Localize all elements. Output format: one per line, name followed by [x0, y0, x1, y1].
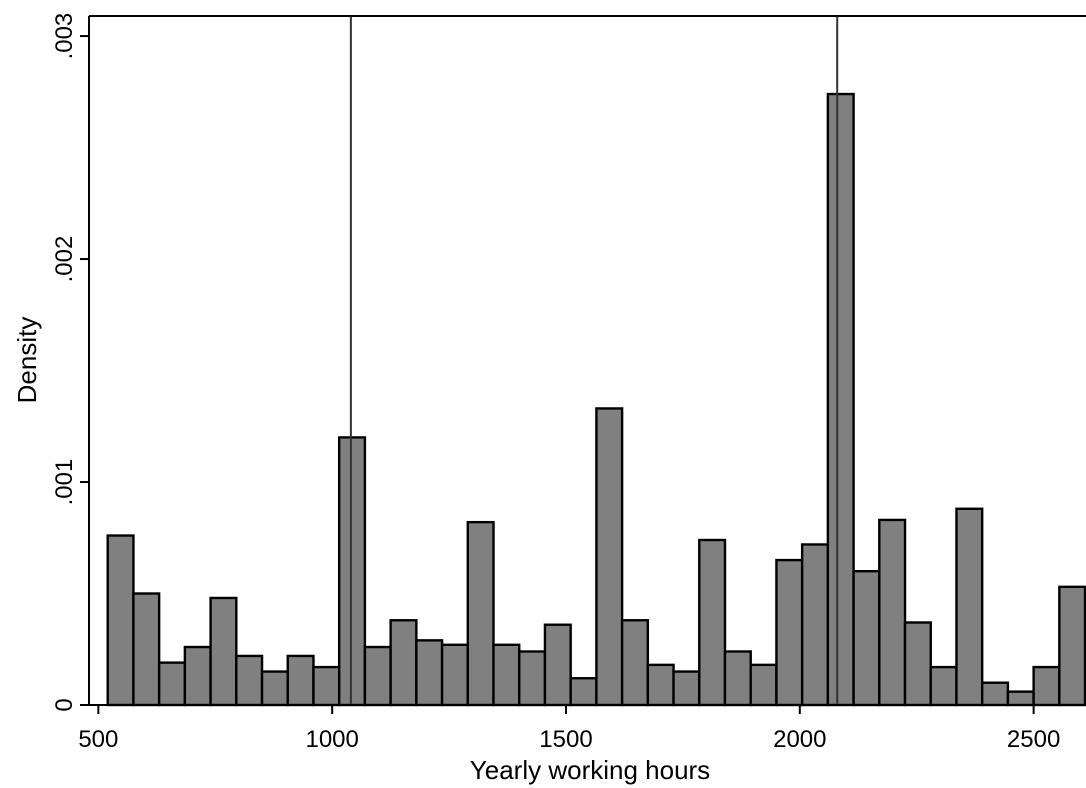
histogram-bar — [157, 661, 187, 707]
histogram-bar — [852, 570, 881, 707]
x-tick-label: 2500 — [1007, 726, 1060, 753]
y-tick-label: .003 — [51, 13, 78, 60]
histogram-bar — [800, 543, 830, 707]
x-axis: 500 1000 1500 2000 2500 — [78, 705, 1060, 753]
histogram-bar — [312, 665, 341, 707]
y-axis: 0 .001 .002 .003 — [51, 13, 89, 712]
histogram-bar — [132, 592, 161, 707]
x-tick-label: 1500 — [539, 726, 592, 753]
histogram-bar — [723, 650, 752, 707]
reference-lines-group — [349, 16, 839, 705]
histogram-bar — [363, 645, 392, 707]
histogram-bar — [646, 663, 675, 707]
histogram-bar — [235, 654, 264, 707]
y-axis-title: Density — [12, 317, 42, 404]
histogram-bar — [440, 643, 469, 707]
histogram-bar — [749, 663, 778, 707]
histogram-bar — [492, 643, 521, 707]
histogram-bar — [775, 558, 804, 707]
histogram-bar — [595, 407, 624, 707]
histogram-bar — [106, 534, 135, 707]
histogram-bar — [183, 645, 212, 707]
x-axis-title: Yearly working hours — [470, 755, 710, 785]
histogram-bar — [955, 507, 984, 707]
histogram-bar — [980, 681, 1010, 707]
histogram-bar — [1032, 665, 1061, 707]
x-tick-label: 2000 — [773, 726, 826, 753]
histogram-bar — [286, 654, 315, 707]
histogram-bar — [878, 518, 907, 707]
histogram-bar — [1058, 585, 1086, 707]
histogram-bar — [698, 538, 727, 707]
histogram-bar — [415, 639, 444, 707]
histogram-bar — [1006, 690, 1035, 707]
histogram-bar — [620, 619, 650, 707]
histogram-bar — [569, 677, 598, 707]
y-tick-label: .001 — [51, 459, 78, 506]
bars-group — [106, 92, 1086, 707]
histogram-bar — [260, 670, 289, 707]
histogram-bar — [903, 621, 932, 707]
histogram-bar — [518, 650, 547, 707]
histogram-bar — [389, 619, 418, 707]
plot-frame — [88, 15, 1086, 706]
x-tick-label: 1000 — [305, 726, 358, 753]
y-tick-label: .002 — [51, 236, 78, 283]
y-tick-label: 0 — [51, 698, 78, 711]
histogram-bar — [466, 520, 495, 707]
histogram-bar — [929, 665, 958, 707]
x-tick-label: 500 — [78, 726, 118, 753]
histogram-bar — [672, 670, 701, 707]
histogram-bar — [543, 623, 572, 707]
histogram-bar — [209, 596, 238, 707]
histogram-bar — [337, 436, 367, 707]
histogram-bar — [826, 92, 855, 707]
